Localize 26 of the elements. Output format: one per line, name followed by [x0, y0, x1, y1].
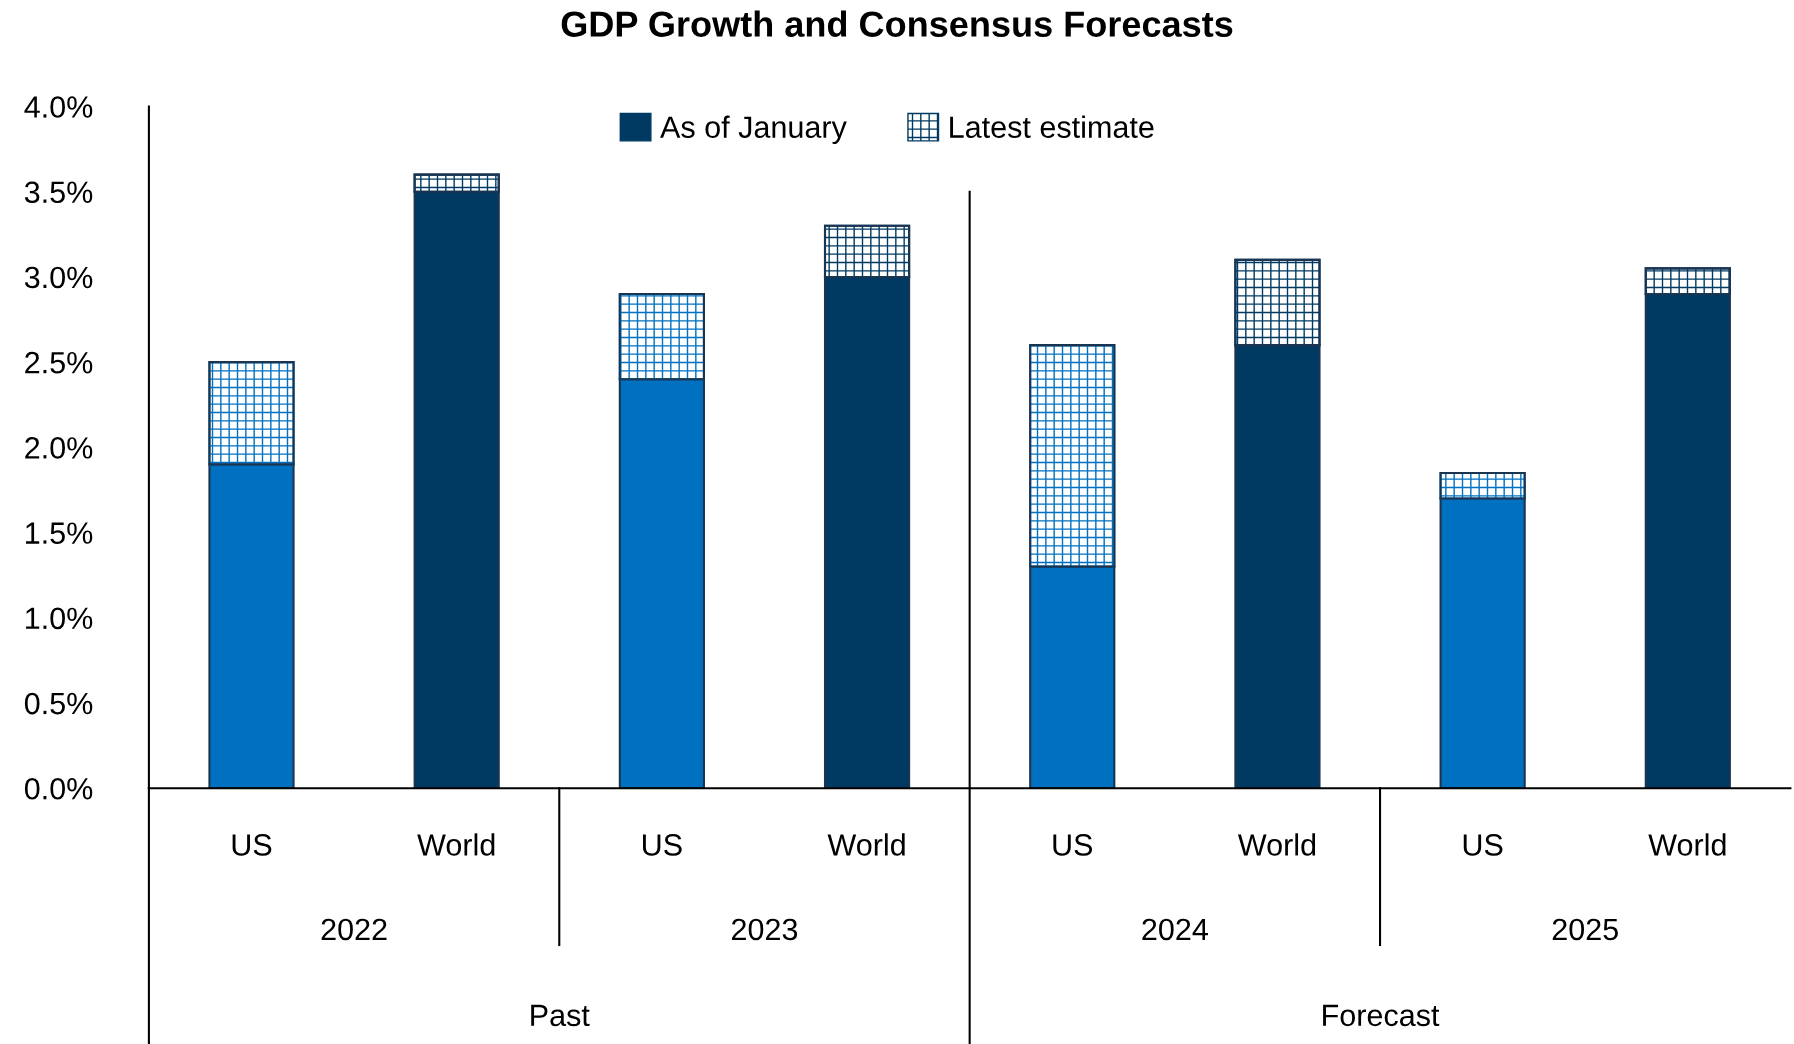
legend-label: As of January [660, 115, 847, 145]
y-tick-label: 3.5% [24, 181, 93, 204]
legend-label: Latest estimate [950, 115, 1154, 138]
x-tick-label: US [232, 834, 272, 856]
y-tick-label: 3.0% [24, 266, 93, 289]
text: 2022 [321, 918, 387, 941]
text: 2025 [1552, 918, 1618, 941]
y-tick-label: 2.5% [25, 351, 93, 374]
x-tick-label: World [1648, 833, 1726, 856]
x-tick-label: World [417, 833, 495, 856]
x-tick-label: US [643, 834, 682, 856]
y-tick-label: 0.0% [24, 777, 93, 800]
y-tick-label: 1.0% [26, 607, 93, 630]
chart-title: GDP Growth and Consensus Forecasts [561, 10, 1233, 37]
text: 2023 [732, 918, 798, 941]
x-tick-label: World [1237, 833, 1316, 856]
y-tick-label: 0.5% [24, 692, 93, 715]
text: Forecast [1323, 1004, 1440, 1027]
x-tick-label: US [1463, 834, 1503, 856]
y-tick-label: 2.0% [25, 437, 93, 459]
x-tick-label: World [827, 833, 905, 856]
y-tick-label: 4.0% [24, 96, 93, 118]
x-tick-label: US [1053, 834, 1093, 856]
y-tick-label: 1.5% [26, 522, 93, 544]
text: Past [531, 1004, 590, 1027]
text: 2024 [1142, 918, 1208, 941]
